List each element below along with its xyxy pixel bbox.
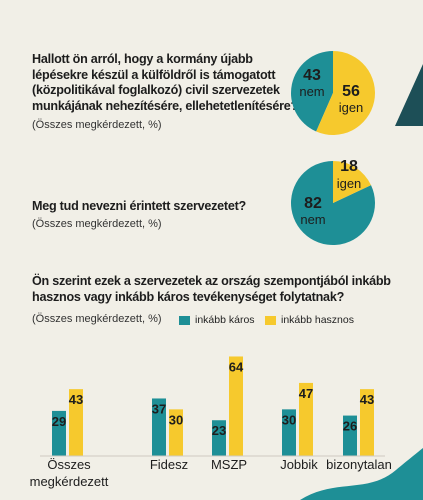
bar	[52, 410, 66, 456]
question-1-line: lépésekre készül a külföldről is támogat…	[32, 67, 276, 82]
question-3-note: (Összes megkérdezett, %)	[32, 313, 162, 325]
bar-value-label: 29	[52, 414, 66, 429]
bar-value-label: 26	[343, 419, 357, 434]
legend-item-harmful: inkább káros	[179, 314, 255, 326]
pie-value-label: 56	[342, 83, 360, 100]
pie-category-label: igen	[339, 100, 364, 115]
category-label: bizonytalan	[326, 457, 392, 472]
bar	[69, 389, 83, 456]
bar-value-label: 43	[360, 392, 374, 407]
category-label: megkérdezett	[30, 474, 109, 489]
question-3-line: hasznos vagy inkább káros tevékenységet …	[32, 289, 345, 304]
bar-value-label: 43	[69, 392, 83, 407]
question-1-note: (Összes megkérdezett, %)	[32, 119, 162, 131]
legend-swatch	[265, 315, 276, 325]
decorative-triangle	[395, 64, 423, 126]
legend-label: inkább káros	[195, 314, 255, 326]
question-1-line: (közpolitikával foglalkozó) civil szerve…	[32, 83, 280, 97]
question-1-title: Hallott ön arról, hogy a kormány újabb l…	[32, 52, 298, 114]
category-label: Fidesz	[150, 457, 188, 472]
question-2-line: Meg tud nevezni érintett szervezetet?	[32, 199, 246, 213]
pie-value-label: 82	[304, 195, 322, 212]
bar-value-label: 30	[282, 412, 296, 427]
pie-value-label: 18	[340, 158, 358, 175]
pie-slice	[333, 161, 372, 203]
pie-slice	[316, 51, 375, 135]
pie-slice	[291, 51, 333, 132]
bar-value-label: 30	[169, 412, 183, 427]
question-1-line: Hallott ön arról, hogy a kormány újabb	[32, 52, 253, 66]
bar-value-label: 47	[299, 386, 313, 401]
pie-slice	[291, 161, 376, 246]
question-2-note: (Összes megkérdezett, %)	[32, 218, 162, 230]
pie-category-label: nem	[300, 212, 325, 227]
legend-label: inkább hasznos	[281, 314, 354, 326]
legend-item-useful: inkább hasznos	[265, 314, 354, 326]
bar	[299, 382, 313, 456]
pie-value-label: 43	[303, 67, 321, 84]
category-label: Összes	[47, 457, 91, 472]
bar	[343, 415, 357, 456]
pie-category-label: nem	[299, 84, 324, 99]
bar	[360, 389, 374, 456]
question-3-title: Ön szerint ezek a szervezetek az ország …	[32, 274, 391, 305]
bar	[152, 398, 166, 456]
bar	[169, 409, 183, 456]
category-label: MSZP	[211, 457, 247, 472]
question-3-line: Ön szerint ezek a szervezetek az ország …	[32, 274, 391, 288]
question-2-title: Meg tud nevezni érintett szervezetet?	[32, 199, 246, 215]
bar-value-label: 64	[229, 359, 244, 374]
decorative-wave	[300, 448, 423, 500]
bar-value-label: 37	[152, 401, 166, 416]
category-label: Jobbik	[280, 457, 318, 472]
bar	[282, 409, 296, 456]
pie-category-label: igen	[337, 176, 362, 191]
question-1-line: munkájának nehezítésére, ellehetetleníté…	[32, 98, 298, 113]
bar	[229, 356, 243, 456]
bar	[212, 420, 226, 456]
legend-swatch	[179, 315, 190, 325]
bar-value-label: 23	[212, 423, 226, 438]
